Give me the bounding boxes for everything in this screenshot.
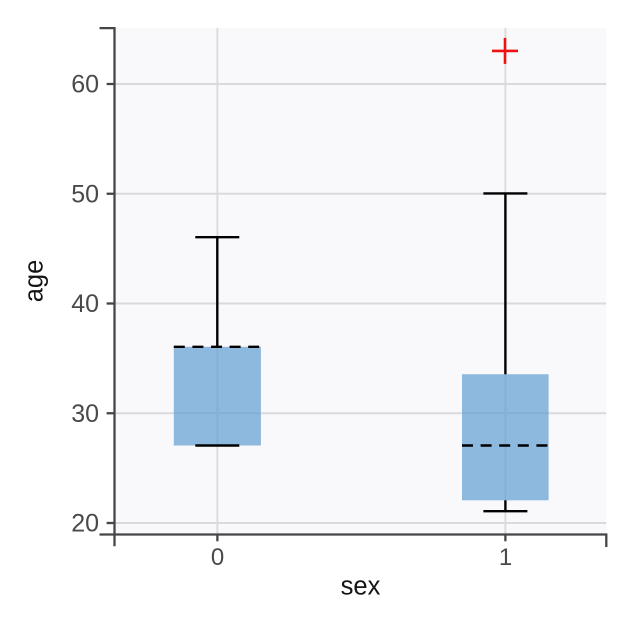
svg-text:sex: sex	[341, 573, 381, 601]
svg-text:50: 50	[71, 180, 99, 208]
svg-text:60: 60	[71, 71, 99, 99]
svg-text:0: 0	[211, 544, 224, 571]
svg-text:1: 1	[499, 544, 512, 571]
svg-text:20: 20	[71, 510, 99, 538]
svg-text:30: 30	[71, 400, 99, 428]
svg-text:40: 40	[71, 290, 99, 318]
svg-text:age: age	[21, 260, 49, 303]
